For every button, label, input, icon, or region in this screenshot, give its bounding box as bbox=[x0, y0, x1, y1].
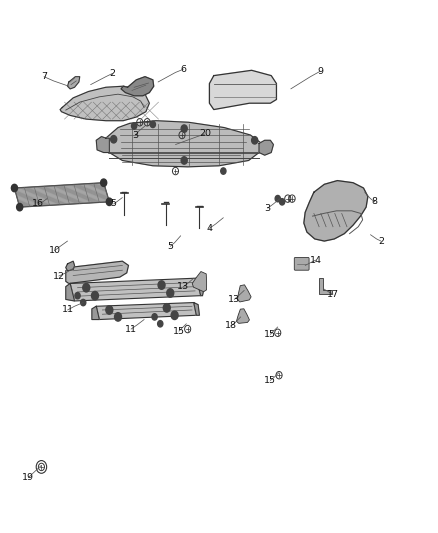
Polygon shape bbox=[92, 306, 99, 319]
Circle shape bbox=[101, 179, 107, 187]
Text: 3: 3 bbox=[132, 131, 138, 140]
Circle shape bbox=[181, 157, 187, 164]
Circle shape bbox=[221, 168, 226, 174]
Circle shape bbox=[11, 184, 18, 192]
Polygon shape bbox=[237, 309, 249, 324]
Circle shape bbox=[111, 135, 117, 143]
Circle shape bbox=[279, 199, 285, 205]
Polygon shape bbox=[196, 278, 205, 296]
Polygon shape bbox=[60, 86, 149, 120]
Polygon shape bbox=[304, 181, 368, 241]
Text: 19: 19 bbox=[22, 473, 34, 482]
Circle shape bbox=[171, 311, 178, 319]
Polygon shape bbox=[70, 278, 201, 301]
Polygon shape bbox=[237, 285, 251, 302]
Text: 3: 3 bbox=[265, 204, 271, 213]
Text: 18: 18 bbox=[225, 321, 237, 330]
Polygon shape bbox=[259, 140, 273, 155]
FancyBboxPatch shape bbox=[294, 257, 309, 270]
Text: 11: 11 bbox=[62, 305, 74, 314]
Circle shape bbox=[181, 125, 187, 132]
Circle shape bbox=[167, 289, 174, 297]
Polygon shape bbox=[192, 271, 207, 292]
Polygon shape bbox=[66, 284, 74, 301]
Circle shape bbox=[83, 284, 90, 292]
Circle shape bbox=[150, 121, 155, 127]
Circle shape bbox=[92, 292, 99, 300]
Polygon shape bbox=[96, 136, 110, 152]
Circle shape bbox=[75, 293, 80, 299]
Text: 20: 20 bbox=[199, 130, 211, 139]
Circle shape bbox=[106, 198, 113, 206]
Polygon shape bbox=[104, 120, 261, 167]
Polygon shape bbox=[209, 70, 276, 110]
Text: 17: 17 bbox=[327, 289, 339, 298]
Text: 5: 5 bbox=[111, 199, 117, 208]
Text: 13: 13 bbox=[228, 295, 240, 304]
Text: 9: 9 bbox=[317, 67, 323, 76]
Polygon shape bbox=[14, 183, 110, 207]
Circle shape bbox=[17, 204, 23, 211]
Circle shape bbox=[106, 306, 113, 314]
Text: 5: 5 bbox=[167, 242, 173, 251]
Text: 4: 4 bbox=[206, 224, 212, 233]
Polygon shape bbox=[319, 278, 332, 294]
Text: 2: 2 bbox=[378, 237, 384, 246]
Text: 16: 16 bbox=[32, 199, 44, 208]
Circle shape bbox=[152, 314, 157, 320]
Polygon shape bbox=[96, 303, 196, 319]
Polygon shape bbox=[194, 303, 199, 316]
Text: 14: 14 bbox=[310, 256, 321, 265]
Circle shape bbox=[275, 196, 280, 202]
Text: 2: 2 bbox=[110, 69, 115, 78]
Polygon shape bbox=[121, 77, 154, 96]
Text: 12: 12 bbox=[53, 271, 65, 280]
Circle shape bbox=[131, 123, 137, 129]
Text: 13: 13 bbox=[177, 282, 189, 291]
Polygon shape bbox=[67, 77, 80, 89]
Text: 8: 8 bbox=[372, 197, 378, 206]
Circle shape bbox=[252, 136, 258, 144]
Text: 6: 6 bbox=[180, 64, 186, 74]
Text: 15: 15 bbox=[265, 376, 276, 385]
Text: 7: 7 bbox=[41, 72, 47, 81]
Polygon shape bbox=[66, 261, 74, 271]
Text: 11: 11 bbox=[125, 325, 137, 334]
Polygon shape bbox=[66, 261, 128, 284]
Text: 15: 15 bbox=[173, 327, 185, 336]
Circle shape bbox=[115, 313, 121, 321]
Circle shape bbox=[158, 281, 165, 289]
Text: 10: 10 bbox=[49, 246, 60, 255]
Circle shape bbox=[158, 320, 163, 327]
Text: 15: 15 bbox=[265, 330, 276, 339]
Circle shape bbox=[163, 304, 170, 312]
Circle shape bbox=[81, 300, 86, 306]
